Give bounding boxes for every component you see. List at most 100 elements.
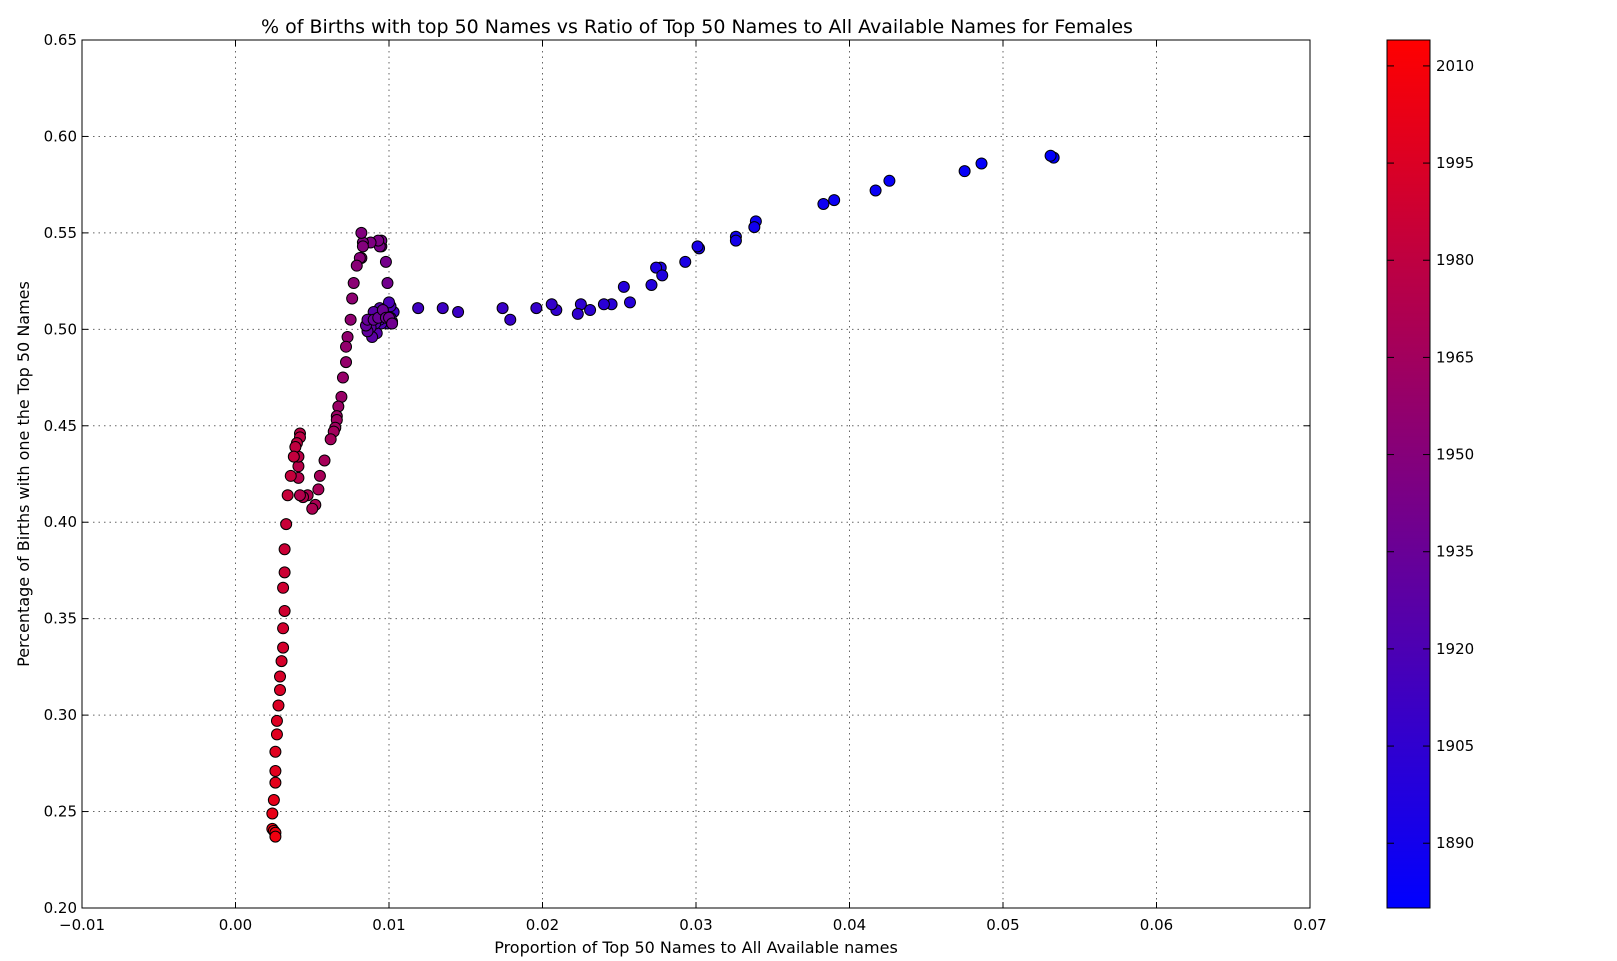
scatter-point (278, 566, 291, 579)
scatter-point (883, 174, 896, 187)
scatter-point (278, 543, 291, 556)
scatter-point (975, 157, 988, 170)
scatter-point (340, 356, 353, 369)
scatter-point (318, 454, 331, 467)
scatter-point (817, 197, 830, 210)
scatter-point (313, 469, 326, 482)
scatter-point (277, 581, 290, 594)
chart-title: % of Births with top 50 Names vs Ratio o… (261, 16, 1133, 38)
scatter-point (269, 765, 282, 778)
scatter-point (571, 307, 584, 320)
y-tick-label: 0.45 (44, 417, 77, 435)
y-axis-label: Percentage of Births with one the Top 50… (14, 281, 33, 667)
scatter-point (280, 518, 293, 531)
colorbar-tick-label: 1995 (1436, 154, 1474, 172)
colorbar-tick-label: 1965 (1436, 348, 1474, 366)
scatter-point (828, 194, 841, 207)
scatter-point (645, 278, 658, 291)
y-tick-label: 0.50 (44, 320, 77, 338)
scatter-point (617, 280, 630, 293)
y-tick-label: 0.40 (44, 513, 77, 531)
colorbar-ticks: 1890 1905 1920 1935 1950 1965 1980 1995 2010 (1387, 57, 1474, 852)
y-tick-label: 0.55 (44, 224, 77, 242)
colorbar-tick-label: 1980 (1436, 251, 1474, 269)
scatter-point (729, 234, 742, 247)
x-tick-label: 0.01 (372, 916, 405, 934)
scatter-point (270, 714, 283, 727)
scatter-point (869, 184, 882, 197)
scatter-point (347, 277, 360, 290)
colorbar-tick-label: 1920 (1436, 640, 1474, 658)
x-tick-label: −0.01 (59, 916, 105, 934)
x-tick-label: 0.00 (219, 916, 252, 934)
scatter-point (269, 776, 282, 789)
scatter-point (340, 340, 353, 353)
scatter-point (679, 255, 692, 268)
y-tick-label: 0.35 (44, 610, 77, 628)
scatter-point (958, 165, 971, 178)
scatter-point (412, 302, 425, 315)
scatter-point (293, 489, 306, 502)
scatter-point (284, 469, 297, 482)
scatter-point (379, 255, 392, 268)
colorbar-tick-label: 2010 (1436, 57, 1474, 75)
data-points (266, 149, 1060, 843)
x-axis-label: Proportion of Top 50 Names to All Availa… (494, 938, 898, 957)
scatter-point (336, 371, 349, 384)
scatter-point (277, 622, 290, 635)
scatter-point (504, 313, 517, 326)
scatter-point (278, 604, 291, 617)
y-tick-label: 0.20 (44, 899, 77, 917)
scatter-point (356, 240, 369, 253)
scatter-point (623, 296, 636, 309)
scatter-point (530, 302, 543, 315)
y-tick-label: 0.30 (44, 706, 77, 724)
scatter-point (355, 226, 368, 239)
scatter-point (306, 502, 319, 515)
y-axis-ticks: 0.20 0.25 0.30 0.35 0.40 0.45 0.50 0.55 0.60 0.65 (44, 31, 1310, 917)
scatter-point (270, 728, 283, 741)
colorbar-tick-label: 1935 (1436, 543, 1474, 561)
scatter-point (324, 433, 337, 446)
scatter-point (312, 483, 325, 496)
scatter-point (545, 298, 558, 311)
scatter-point (287, 450, 300, 463)
colorbar (1386, 39, 1431, 909)
scatter-point (267, 793, 280, 806)
colorbar-tick-label: 1890 (1436, 834, 1474, 852)
scatter-point (281, 489, 294, 502)
x-tick-label: 0.04 (833, 916, 866, 934)
scatter-point (597, 298, 610, 311)
scatter-point (436, 302, 449, 315)
x-tick-label: 0.03 (679, 916, 712, 934)
scatter-point (1044, 149, 1057, 162)
scatter-point (496, 302, 509, 315)
scatter-point (275, 655, 288, 668)
x-tick-label: 0.06 (1140, 916, 1173, 934)
scatter-point (269, 830, 282, 843)
y-tick-label: 0.60 (44, 127, 77, 145)
scatter-point (346, 292, 359, 305)
x-tick-label: 0.05 (986, 916, 1019, 934)
scatter-point (274, 684, 287, 697)
scatter-point (381, 277, 394, 290)
scatter-point (383, 296, 395, 309)
scatter-point (344, 313, 357, 326)
scatter-point (650, 261, 663, 274)
scatter-point (350, 259, 363, 272)
colorbar-tick-label: 1905 (1436, 737, 1474, 755)
colorbar-tick-label: 1950 (1436, 446, 1474, 464)
scatter-point (272, 699, 285, 712)
x-axis-ticks: −0.01 0.00 0.01 0.02 0.03 0.04 0.05 0.06 0.07 (59, 40, 1327, 934)
scatter-point (748, 221, 761, 234)
plot-frame (81, 39, 1311, 909)
scatter-point (386, 317, 399, 330)
scatter-point (274, 670, 287, 683)
x-tick-label: 0.02 (526, 916, 559, 934)
y-tick-label: 0.65 (44, 31, 77, 49)
scatter-point (691, 240, 704, 253)
scatter-point (584, 304, 597, 317)
scatter-point (266, 807, 279, 820)
scatter-point (656, 269, 669, 282)
